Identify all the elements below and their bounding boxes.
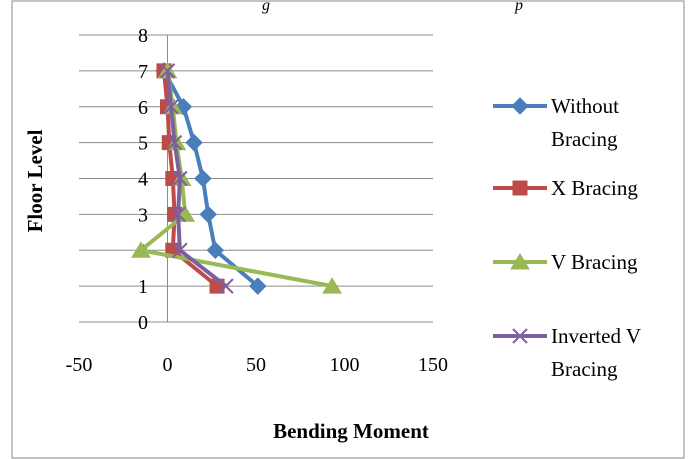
x-tick-label: 50 [246, 354, 266, 376]
data-point [172, 170, 188, 187]
data-point [166, 134, 183, 151]
x-tick-label: -50 [66, 354, 93, 376]
data-point [131, 241, 151, 258]
legend-label: V Bracing [551, 250, 638, 274]
legend-entry: Without Bracing [493, 94, 619, 151]
x-tick-label: 100 [330, 354, 360, 376]
legend-entry: Inverted V Bracing [493, 324, 641, 381]
legend-label: Without [551, 94, 619, 118]
data-point [185, 133, 203, 152]
data-point [199, 205, 217, 224]
y-tick-label: 6 [138, 97, 148, 119]
legend-entry: X Bracing [493, 176, 638, 200]
data-point [170, 206, 186, 223]
legend: Without Bracing X Bracing V Bracing Inverted… [493, 94, 641, 381]
data-point [163, 99, 179, 115]
x-axis-title: Bending Moment [273, 419, 429, 443]
y-tick-label: 1 [138, 276, 148, 298]
x-tick-label: 150 [418, 354, 448, 376]
chart-caption-fragment-right: p [514, 0, 523, 14]
data-point [206, 241, 224, 259]
legend-marker [512, 180, 528, 196]
chart-caption-fragment: g [262, 0, 270, 14]
series-3 [159, 63, 234, 294]
legend-marker [510, 253, 530, 270]
data-point [322, 277, 342, 294]
y-tick-label: 5 [138, 133, 148, 155]
legend-label: X Bracing [551, 176, 638, 200]
y-tick-label: 4 [138, 169, 148, 191]
legend-label: Bracing [551, 127, 618, 151]
legend-entry: V Bracing [493, 250, 638, 274]
data-point [249, 277, 267, 295]
legend-label: Bracing [551, 357, 618, 381]
legend-label: Inverted V [551, 324, 641, 348]
chart-border [11, 0, 685, 459]
y-tick-label: 3 [138, 204, 148, 226]
data-point [172, 242, 188, 258]
legend-marker [511, 97, 529, 115]
y-axis-title: Floor Level [23, 129, 47, 232]
data-point [218, 278, 234, 294]
y-tick-label: 7 [138, 61, 148, 83]
y-tick-label: 8 [138, 25, 148, 47]
data-point [194, 169, 212, 188]
y-tick-label: 0 [138, 312, 148, 334]
x-tick-label: 0 [163, 354, 173, 376]
legend-marker [512, 328, 528, 344]
series-group [131, 61, 342, 295]
data-point [159, 63, 176, 79]
